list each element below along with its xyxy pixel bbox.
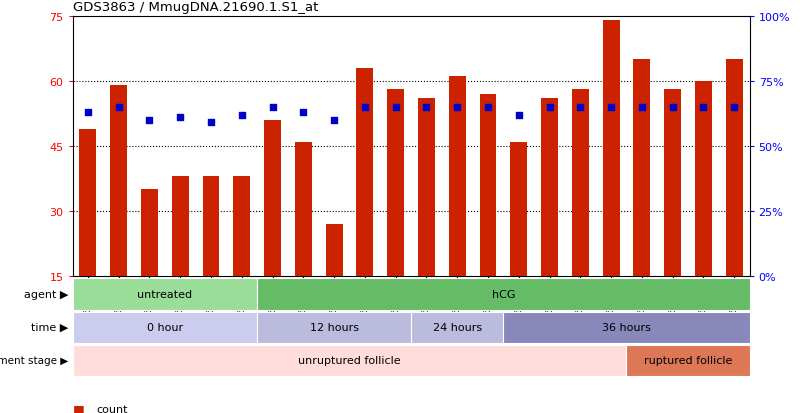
Point (604, 104, 617, 111)
Bar (264, 121, 281, 277)
Point (481, 104, 494, 111)
Point (451, 104, 463, 111)
Bar (295, 142, 312, 277)
Bar (73, 312, 257, 343)
Point (328, 117, 341, 124)
Bar (234, 177, 250, 277)
Bar (572, 90, 588, 277)
Point (667, 104, 679, 111)
Bar (411, 312, 504, 343)
Point (635, 104, 648, 111)
Bar (603, 21, 620, 277)
Point (697, 104, 710, 111)
Bar (326, 225, 343, 277)
Bar (257, 312, 411, 343)
Text: count: count (97, 404, 128, 413)
Bar (634, 60, 650, 277)
Point (235, 112, 248, 119)
Text: hCG: hCG (492, 289, 515, 299)
Bar (110, 86, 127, 277)
Bar (73, 279, 257, 310)
Bar (480, 95, 496, 277)
Point (728, 104, 741, 111)
Bar (257, 279, 750, 310)
Bar (510, 142, 527, 277)
Bar (141, 190, 158, 277)
Bar (80, 129, 97, 277)
Text: 12 hours: 12 hours (310, 322, 359, 332)
Text: 0 hour: 0 hour (147, 322, 183, 332)
Bar (626, 345, 750, 376)
Point (420, 104, 433, 111)
Bar (356, 69, 373, 277)
Point (112, 104, 125, 111)
Text: 24 hours: 24 hours (433, 322, 482, 332)
Bar (504, 312, 750, 343)
Text: agent ▶: agent ▶ (24, 289, 69, 299)
Point (205, 120, 218, 126)
Point (297, 109, 310, 116)
Bar (172, 177, 189, 277)
Text: unruptured follicle: unruptured follicle (298, 355, 401, 366)
Point (81, 109, 94, 116)
Bar (418, 99, 435, 277)
Point (266, 104, 279, 111)
Point (359, 104, 372, 111)
Text: 36 hours: 36 hours (602, 322, 651, 332)
Point (543, 104, 556, 111)
Bar (387, 90, 404, 277)
Text: development stage ▶: development stage ▶ (0, 355, 69, 366)
Bar (73, 345, 626, 376)
Text: GDS3863 / MmugDNA.21690.1.S1_at: GDS3863 / MmugDNA.21690.1.S1_at (73, 1, 318, 14)
Point (174, 115, 187, 121)
Text: ruptured follicle: ruptured follicle (644, 355, 732, 366)
Point (574, 104, 587, 111)
Text: ■: ■ (73, 402, 85, 413)
Bar (202, 177, 219, 277)
Bar (725, 60, 742, 277)
Point (389, 104, 402, 111)
Text: untreated: untreated (137, 289, 193, 299)
Bar (449, 77, 466, 277)
Point (513, 112, 526, 119)
Bar (664, 90, 681, 277)
Bar (695, 82, 712, 277)
Bar (541, 99, 558, 277)
Point (143, 117, 156, 124)
Text: time ▶: time ▶ (31, 322, 69, 332)
